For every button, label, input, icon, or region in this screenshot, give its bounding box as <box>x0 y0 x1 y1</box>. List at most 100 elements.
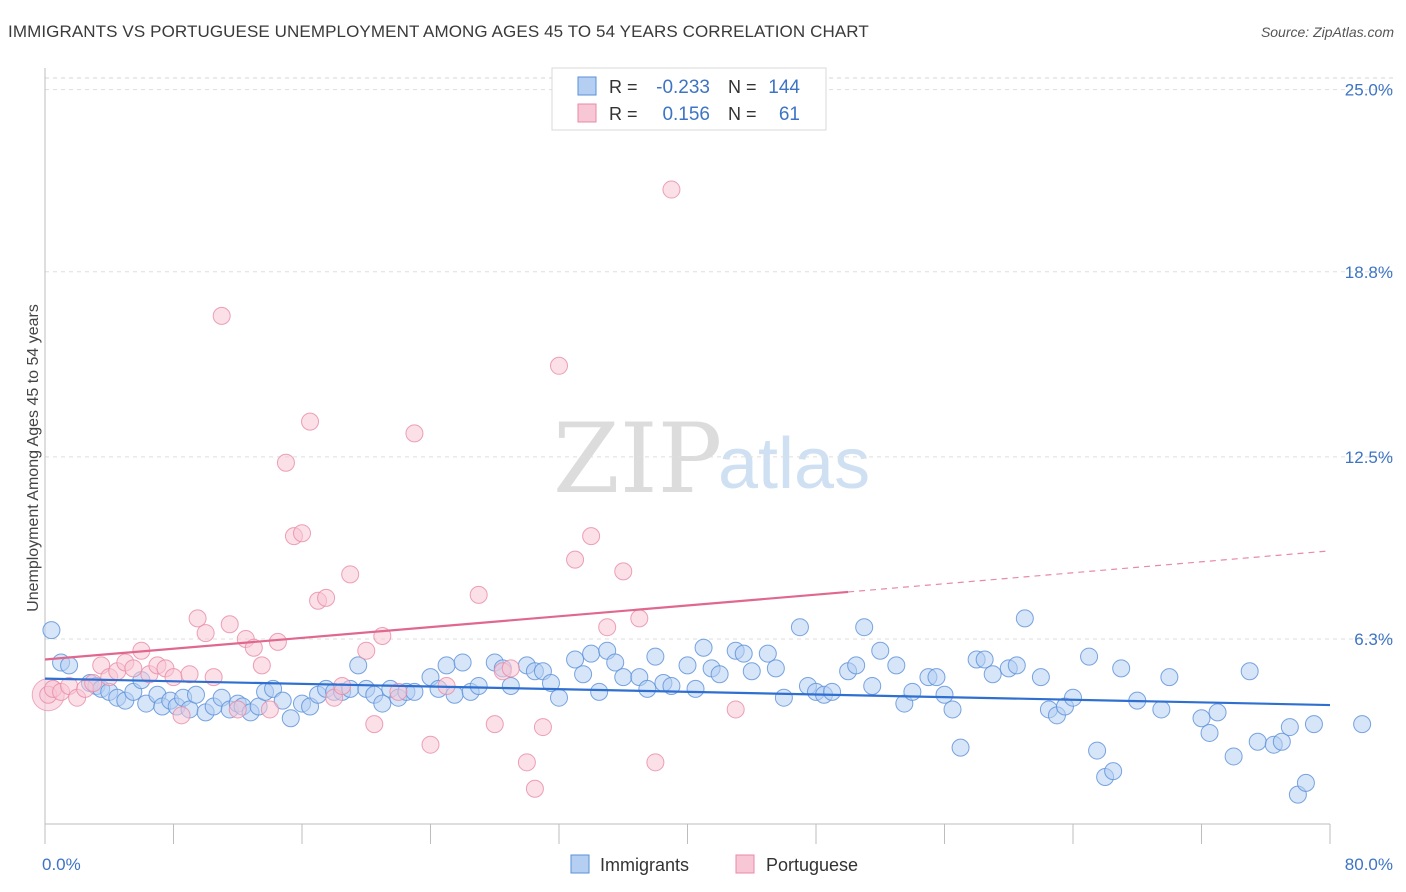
gridlines <box>45 77 1395 640</box>
immigrants-point <box>694 638 713 657</box>
immigrants-point <box>710 665 729 684</box>
immigrants-point <box>758 644 777 663</box>
portuguese-point <box>333 676 352 695</box>
immigrants-point <box>186 685 205 704</box>
immigrants-point <box>1080 647 1099 666</box>
immigrants-point <box>638 679 657 698</box>
portuguese-point <box>646 753 665 772</box>
portuguese-point <box>84 674 103 693</box>
portuguese-point <box>188 609 207 628</box>
immigrants-point <box>273 691 292 710</box>
portuguese-point <box>469 585 488 604</box>
bottom-legend-label-portuguese: Portuguese <box>766 855 858 875</box>
portuguese-trend-extension <box>848 550 1331 593</box>
immigrants-point <box>606 653 625 672</box>
portuguese-point <box>726 700 745 719</box>
portuguese-point <box>662 180 681 199</box>
legend-swatch-immigrants <box>577 76 597 96</box>
immigrants-point <box>742 662 761 681</box>
portuguese-point <box>172 706 191 725</box>
data-points <box>31 180 1372 804</box>
immigrants-point <box>1248 732 1267 751</box>
immigrants-point <box>887 656 906 675</box>
portuguese-point <box>421 735 440 754</box>
y-tick-label: 12.5% <box>1345 448 1393 467</box>
immigrants-point <box>264 679 283 698</box>
portuguese-point <box>357 641 376 660</box>
immigrants-point <box>1353 715 1372 734</box>
bottom-legend-swatch-portuguese <box>735 854 755 874</box>
portuguese-point <box>365 715 384 734</box>
portuguese-point <box>228 700 247 719</box>
portuguese-point <box>630 609 649 628</box>
legend-n-value-immigrants: 144 <box>768 77 800 98</box>
immigrants-point <box>1064 688 1082 707</box>
portuguese-trend-line <box>44 590 849 661</box>
legend-swatch-portuguese <box>577 103 597 123</box>
portuguese-point <box>525 779 544 798</box>
portuguese-point <box>244 638 263 657</box>
axes <box>44 68 1331 844</box>
immigrants-point <box>686 679 705 698</box>
chart-title: IMMIGRANTS VS PORTUGUESE UNEMPLOYMENT AM… <box>8 22 869 41</box>
immigrants-point <box>42 621 61 640</box>
portuguese-point <box>124 659 143 678</box>
immigrants-point <box>983 665 1002 684</box>
immigrants-point <box>975 650 994 669</box>
portuguese-point <box>517 753 536 772</box>
portuguese-point <box>582 527 601 546</box>
trend-lines <box>44 550 1331 707</box>
legend-n-label-immigrants: N = <box>728 77 757 97</box>
immigrants-point <box>790 618 809 637</box>
portuguese-point <box>485 715 504 734</box>
immigrants-point <box>453 653 472 672</box>
y-tick-labels: 6.3% 12.5% 18.8% 25.0% <box>1345 81 1393 649</box>
immigrants-point <box>501 676 520 695</box>
immigrants-point <box>646 647 665 666</box>
immigrants-point <box>734 644 753 663</box>
immigrants-point <box>1192 709 1211 728</box>
watermark-zip: ZIP <box>553 403 722 515</box>
x-tick-label-max: 80.0% <box>1345 855 1393 874</box>
immigrants-point <box>1296 773 1315 792</box>
portuguese-point <box>317 588 336 607</box>
portuguese-point <box>389 682 408 701</box>
y-tick-label: 6.3% <box>1354 630 1393 649</box>
portuguese-point <box>301 412 320 431</box>
portuguese-point <box>212 306 231 325</box>
immigrants-point <box>1272 732 1291 751</box>
immigrants-point <box>662 676 681 695</box>
immigrants-point <box>1015 609 1034 628</box>
portuguese-point <box>252 656 271 675</box>
y-tick-label: 25.0% <box>1345 81 1393 100</box>
immigrants-point <box>550 688 568 707</box>
portuguese-point <box>220 615 239 634</box>
legend-n-value-portuguese: 61 <box>779 104 800 125</box>
portuguese-point <box>566 550 585 569</box>
immigrants-point <box>1007 656 1026 675</box>
immigrants-point <box>1240 662 1259 681</box>
y-axis-label: Unemployment Among Ages 45 to 54 years <box>25 304 42 612</box>
portuguese-point <box>614 562 633 581</box>
portuguese-point <box>268 632 287 651</box>
correlation-legend: R = -0.233 N = 144 R = 0.156 N = 61 <box>551 67 827 131</box>
watermark-atlas: atlas <box>718 424 870 504</box>
y-tick-label: 18.8% <box>1345 263 1393 282</box>
immigrants-point <box>678 656 697 675</box>
bottom-legend-label-immigrants: Immigrants <box>600 855 689 875</box>
immigrants-point <box>935 685 954 704</box>
immigrants-point <box>614 668 633 687</box>
immigrants-point <box>373 694 392 713</box>
legend-r-value-immigrants: -0.233 <box>656 77 710 98</box>
immigrants-point <box>1200 723 1219 742</box>
immigrants-point <box>871 641 890 660</box>
portuguese-point <box>341 565 360 584</box>
immigrants-point <box>566 650 585 669</box>
portuguese-point <box>293 524 311 543</box>
immigrants-point <box>847 656 866 675</box>
immigrants-point <box>1152 700 1171 719</box>
immigrants-point <box>1208 703 1227 722</box>
immigrants-point <box>774 688 793 707</box>
portuguese-point <box>405 424 424 443</box>
